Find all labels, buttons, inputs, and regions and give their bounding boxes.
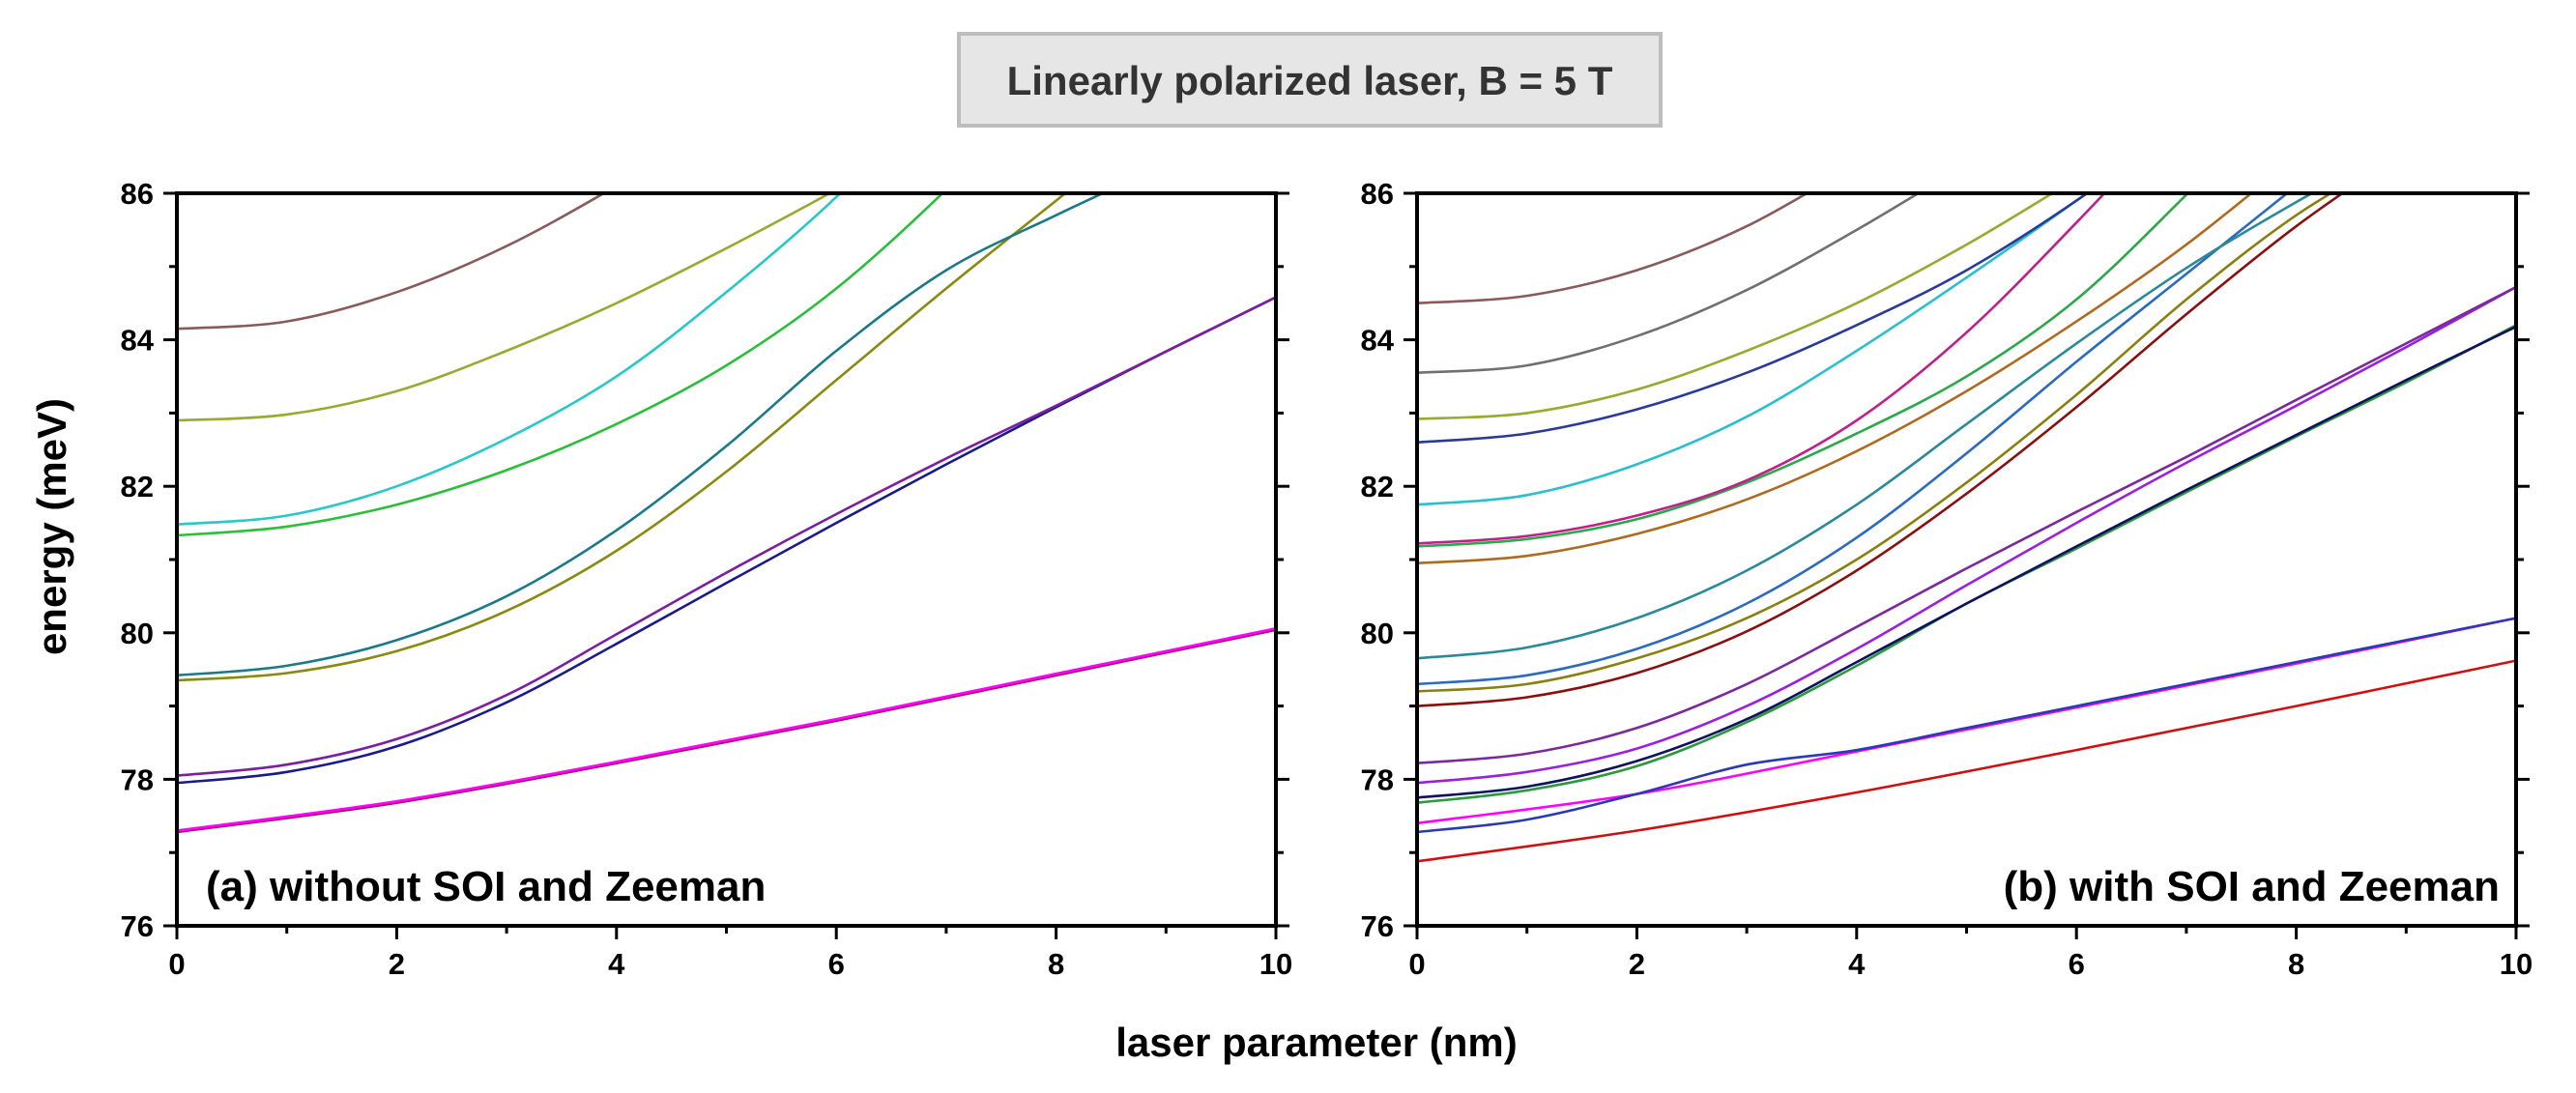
- panel-a-series-line-3: [177, 296, 1276, 785]
- panel-a-x-tick-label: 6: [828, 947, 845, 981]
- panel-a-series-line-4: [177, 296, 1276, 777]
- panel-a-y-tick-label: 80: [121, 617, 154, 650]
- panel-b-y-tick-label: 82: [1361, 470, 1394, 503]
- panel-b-series-line-6: [1417, 285, 2516, 785]
- y-axis-title: energy (meV): [29, 398, 74, 655]
- panel-b-y-tick-label: 86: [1361, 177, 1394, 211]
- panel-a-ticks: 0 2 4 6 8 10 76 78 80 82 84 86: [121, 177, 1293, 981]
- panel-a-y-tick-label: 86: [121, 177, 154, 211]
- panel-a-series-line-7: [177, 193, 944, 537]
- panel-a-y-tick-label: 84: [121, 324, 155, 358]
- panel-b-series-line-14: [1417, 193, 2106, 545]
- panel-b-series-line-17: [1417, 193, 2055, 420]
- panel-b-y-tick-label: 80: [1361, 617, 1394, 650]
- panel-a-y-tick-label: 76: [121, 909, 154, 943]
- panel-a-series-line-9: [177, 193, 832, 422]
- panel-a-series-line-2: [177, 627, 1276, 832]
- panel-a-y-tick-label: 78: [121, 762, 154, 796]
- panel-a-x-tick-label: 2: [389, 947, 405, 981]
- panel-a-series: [177, 193, 1276, 834]
- panel-b: 0 2 4 6 8 10 76 78 80 82 84 86 (b) with SOI and Zee…: [1361, 177, 2533, 981]
- panel-b-frame: [1415, 191, 2518, 928]
- panel-a-label: (a) without SOI and Zeeman: [206, 863, 766, 910]
- panel-b-x-tick-label: 8: [2288, 947, 2304, 981]
- panel-b-series-line-16: [1417, 193, 2090, 444]
- panel-b-series-line-19: [1417, 193, 1809, 304]
- panel-b-series-line-5: [1417, 325, 2516, 799]
- panel-a: 0 2 4 6 8 10 76 78 80 82 84 86 (a) without SOI and …: [121, 177, 1293, 981]
- panel-b-label: (b) with SOI and Zeeman: [2004, 863, 2500, 910]
- panel-a-y-tick-label: 82: [121, 470, 154, 503]
- panel-a-frame: [175, 191, 1278, 928]
- panel-a-x-tick-label: 10: [1259, 947, 1292, 981]
- panel-b-series-line-1: [1417, 659, 2516, 863]
- panel-b-y-tick-label: 76: [1361, 909, 1394, 943]
- panel-b-series-line-7: [1417, 285, 2516, 764]
- figure-title-text: Linearly polarized laser, B = 5 T: [1007, 58, 1613, 103]
- panel-a-series-line-8: [177, 193, 843, 526]
- panel-b-series-line-13: [1417, 193, 2190, 548]
- panel-b-x-tick-label: 4: [1848, 947, 1866, 981]
- figure-title: Linearly polarized laser, B = 5 T: [957, 32, 1663, 128]
- panel-b-series-line-18: [1417, 193, 1922, 374]
- panel-b-series-line-8: [1417, 193, 2345, 707]
- panel-b-series-line-11: [1417, 193, 2315, 660]
- panel-b-x-tick-label: 6: [2069, 947, 2085, 981]
- panel-b-series-line-4: [1417, 324, 2516, 804]
- panel-a-x-tick-label: 0: [168, 947, 185, 981]
- panel-b-x-tick-label: 2: [1629, 947, 1645, 981]
- panel-a-x-tick-label: 4: [608, 947, 625, 981]
- panel-b-series: [1417, 193, 2516, 863]
- panel-b-series-line-9: [1417, 193, 2333, 693]
- panel-b-x-tick-label: 10: [2500, 947, 2533, 981]
- panel-b-y-tick-label: 84: [1361, 324, 1395, 358]
- panel-a-series-line-1: [177, 628, 1276, 834]
- panel-a-series-line-10: [177, 193, 607, 331]
- x-axis-title: laser parameter (nm): [1115, 1020, 1518, 1065]
- panel-a-series-line-6: [177, 193, 1106, 677]
- panel-b-series-line-2: [1417, 617, 2516, 825]
- panel-b-series-line-10: [1417, 193, 2290, 686]
- panel-a-x-tick-label: 8: [1048, 947, 1064, 981]
- panel-b-y-tick-label: 78: [1361, 762, 1394, 796]
- panel-b-series-line-12: [1417, 193, 2254, 565]
- panel-b-ticks: 0 2 4 6 8 10 76 78 80 82 84 86: [1361, 177, 2533, 981]
- panel-b-x-tick-label: 0: [1408, 947, 1425, 981]
- panel-b-series-line-15: [1417, 193, 2089, 506]
- panel-b-series-line-3: [1417, 617, 2516, 834]
